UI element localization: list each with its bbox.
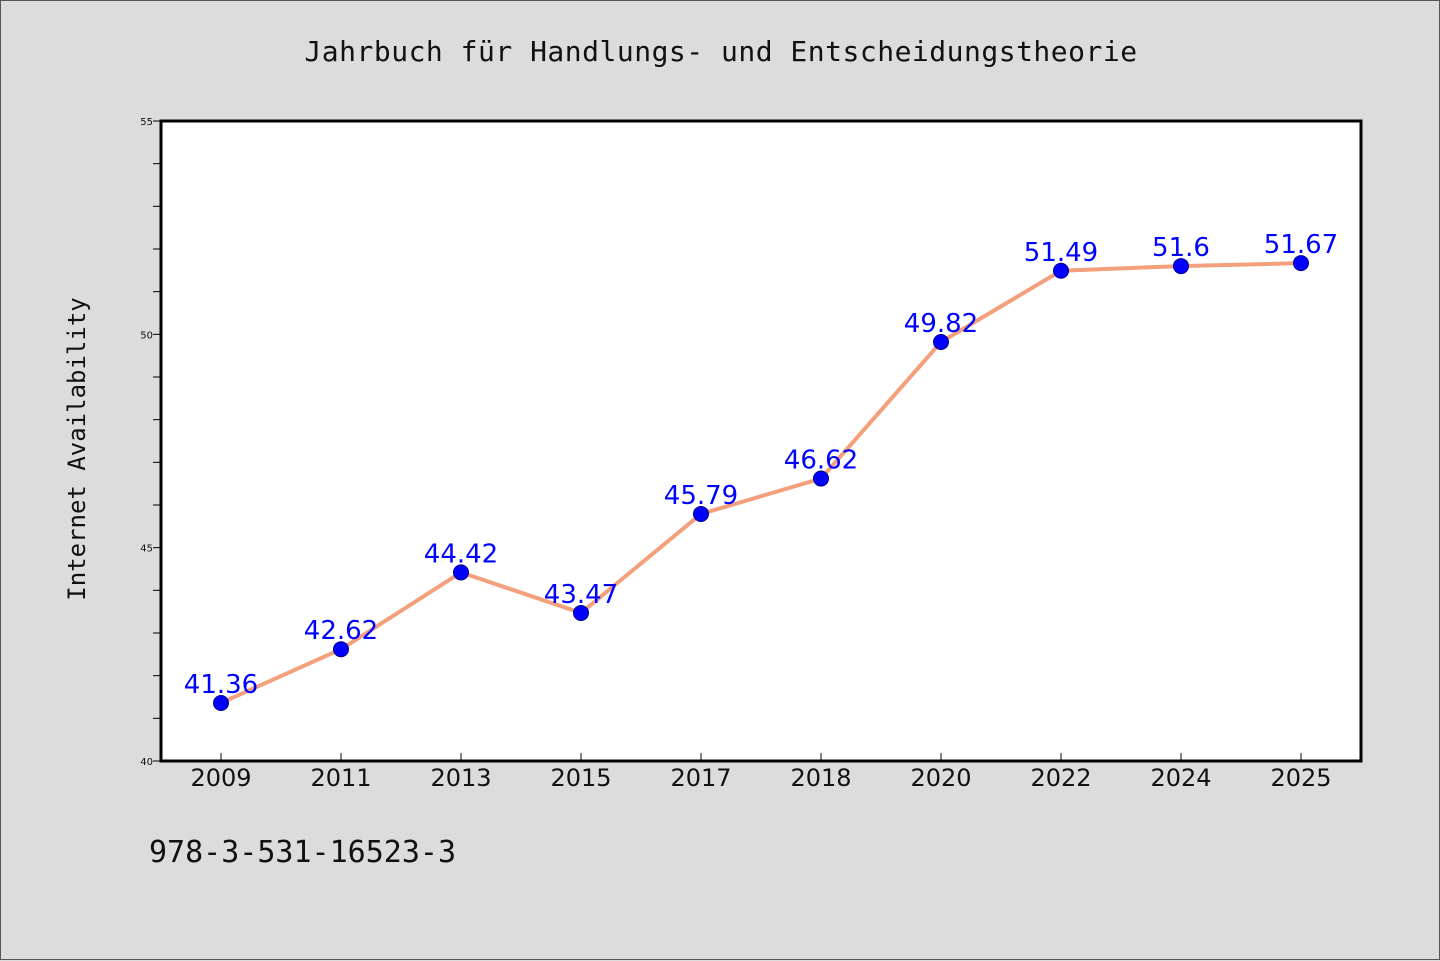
isbn-text: 978-3-531-16523-3 (149, 835, 457, 870)
x-tick-label: 2022 (1030, 764, 1091, 792)
x-tick-label: 2013 (430, 764, 491, 792)
y-tick-label: 40 (140, 757, 153, 768)
chart-title: Jahrbuch für Handlungs- und Entscheidung… (304, 35, 1138, 68)
series-line-group (220, 261, 1302, 705)
data-point (453, 564, 469, 581)
plot-border (159, 119, 1363, 763)
data-point (333, 641, 349, 658)
data-labels-group: 41.36 42.62 44.42 43.47 45.79 46.62 49.82 51.49… (184, 230, 1338, 700)
x-tick-label: 2024 (1150, 764, 1211, 792)
x-tick-label: 2025 (1270, 764, 1331, 792)
y-tick-label: 50 (140, 330, 153, 341)
data-point (573, 604, 589, 621)
data-point (213, 694, 229, 711)
data-label: 51.49 (1024, 238, 1098, 268)
x-tick-label: 2009 (190, 764, 251, 792)
y-tick-label: 55 (140, 117, 153, 128)
x-tick-label: 2015 (550, 764, 611, 792)
y-axis-ticks: 40 45 50 55 (140, 117, 161, 768)
data-label: 51.67 (1264, 230, 1338, 260)
series-markers-group (213, 255, 1309, 711)
plot-area (161, 121, 1361, 761)
data-label: 42.62 (304, 616, 378, 646)
y-tick-label: 45 (140, 544, 153, 555)
x-axis-ticks: 2009 2011 2013 2015 2017 2018 2020 2022 2024 2025 (190, 753, 1332, 792)
x-tick-label: 2020 (910, 764, 971, 792)
x-tick-label: 2011 (310, 764, 371, 792)
data-label: 41.36 (184, 670, 258, 700)
data-label: 49.82 (904, 309, 978, 339)
data-label: 46.62 (784, 446, 858, 476)
data-point (1293, 255, 1309, 272)
data-point (1173, 258, 1189, 275)
data-label: 51.6 (1152, 233, 1210, 263)
data-point (933, 334, 949, 351)
series-line (220, 261, 1302, 705)
data-label: 44.42 (424, 539, 498, 569)
x-tick-label: 2018 (790, 764, 851, 792)
data-label: 43.47 (544, 580, 618, 610)
x-tick-label: 2017 (670, 764, 731, 792)
data-point (1053, 262, 1069, 279)
data-point (813, 470, 829, 487)
data-label: 45.79 (664, 481, 738, 511)
data-point (693, 505, 709, 522)
